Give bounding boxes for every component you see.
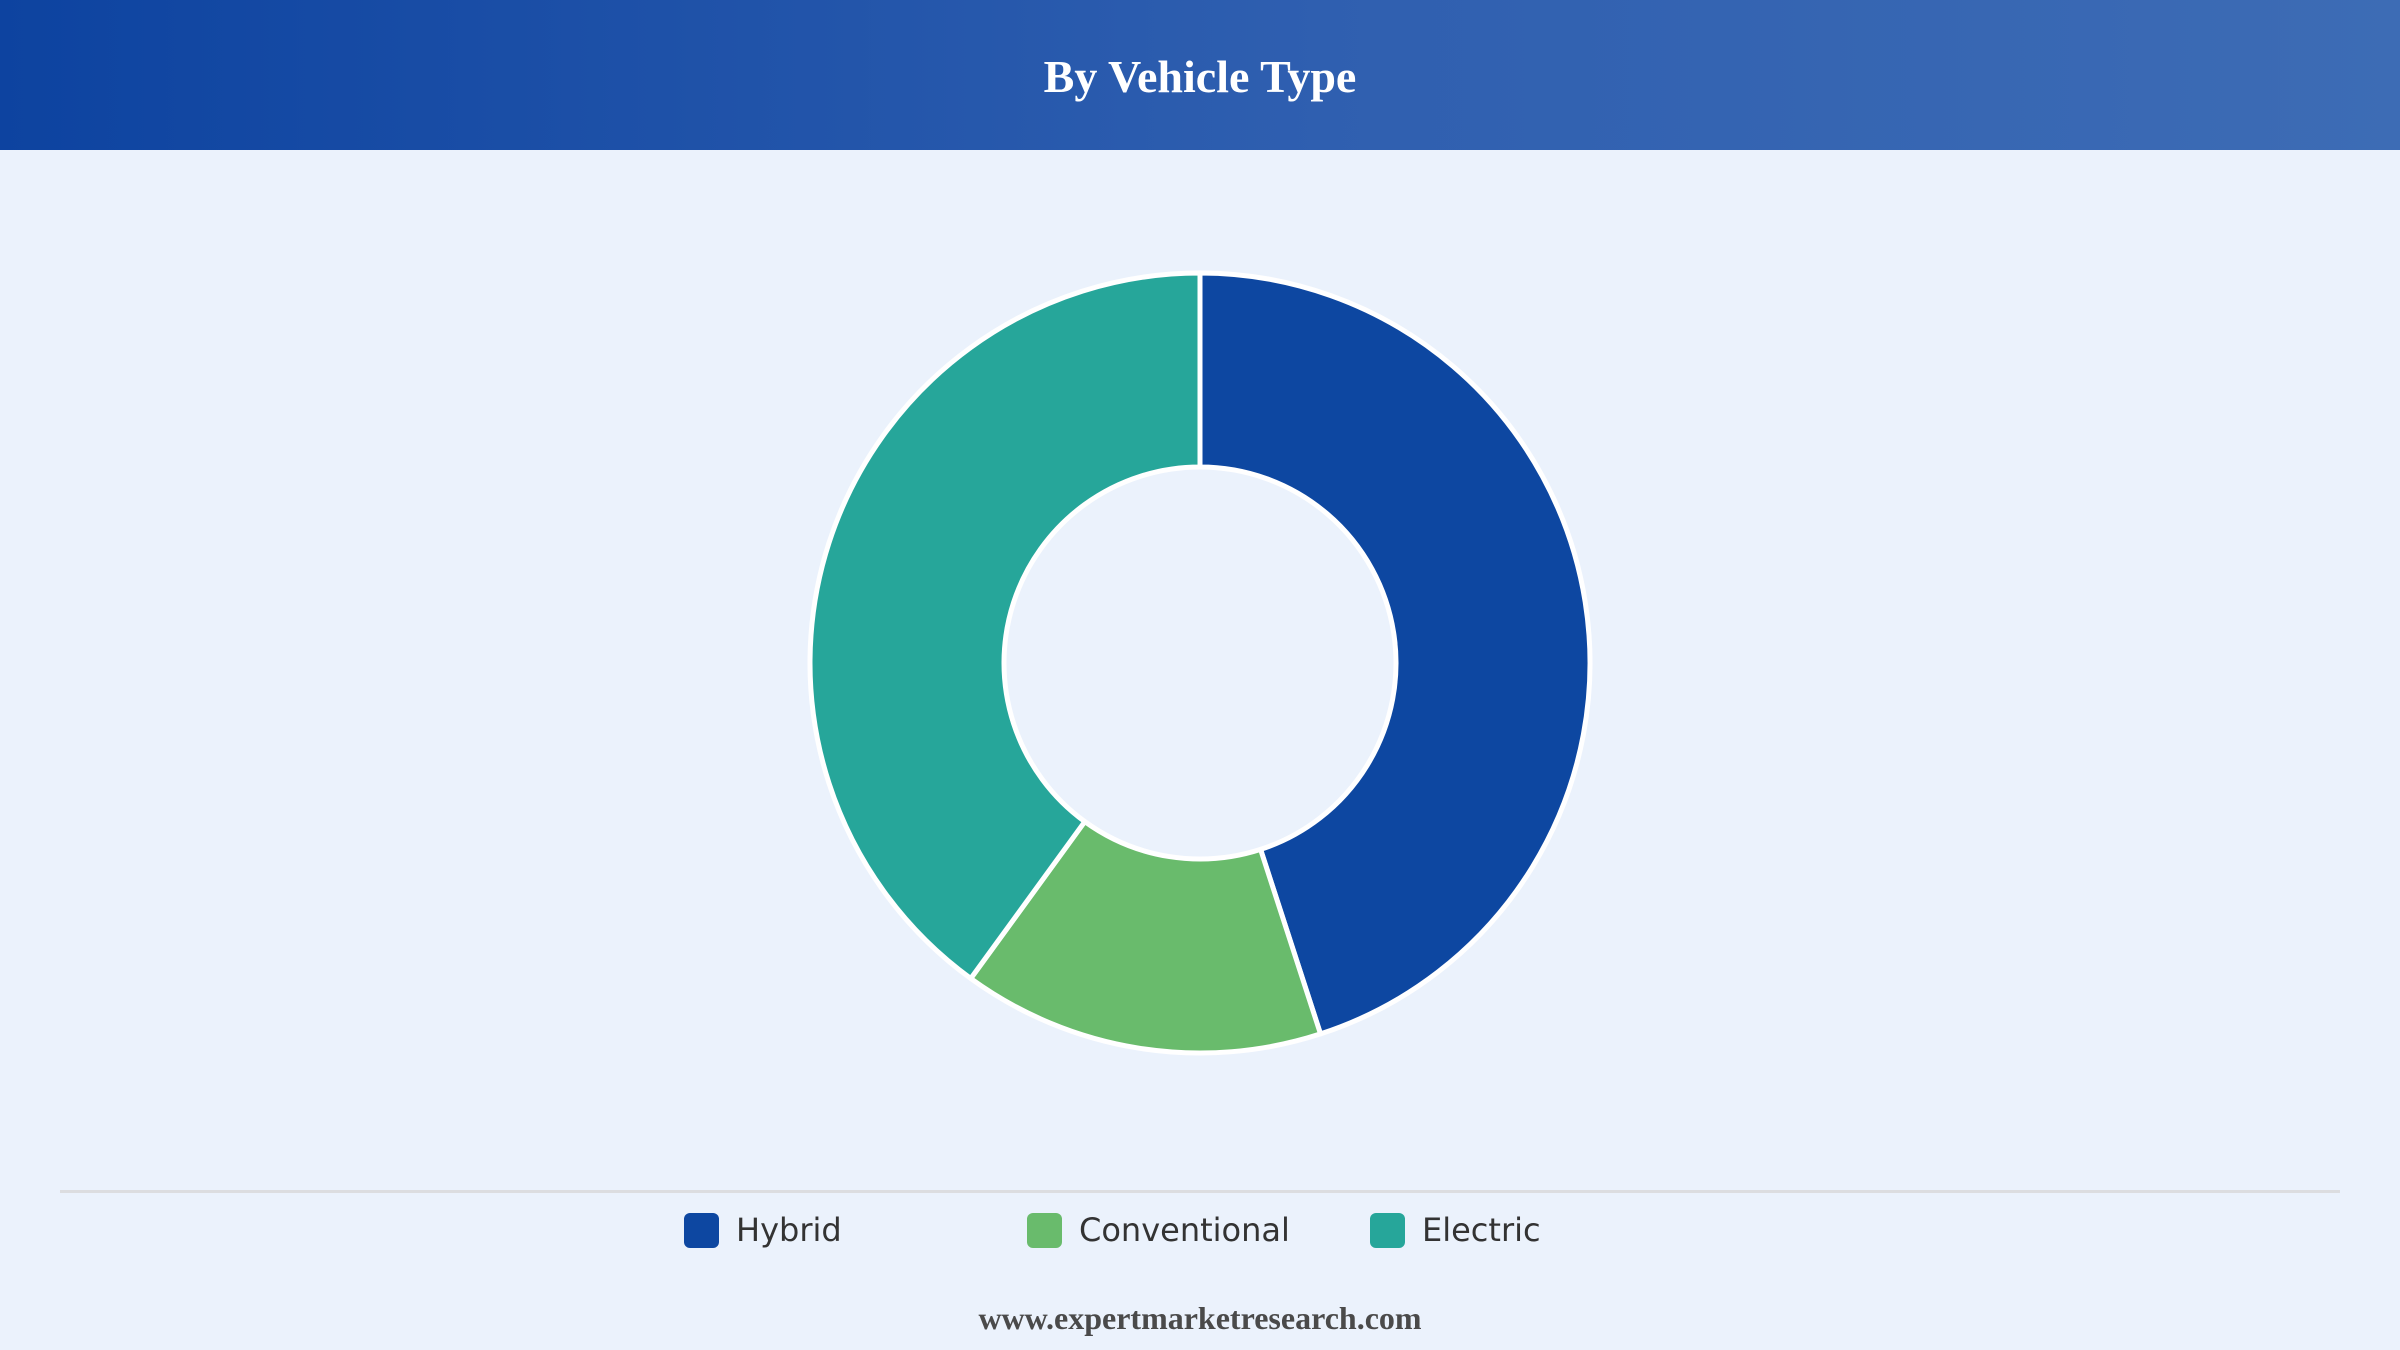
legend-item-hybrid[interactable]: Hybrid bbox=[684, 1208, 842, 1252]
legend-swatch-conventional bbox=[1027, 1212, 1062, 1248]
donut-slice-hybrid[interactable] bbox=[1197, 270, 1593, 1037]
chart-area bbox=[0, 150, 2400, 1190]
donut-slice-electric[interactable] bbox=[807, 270, 1203, 982]
legend-label-electric: Electric bbox=[1422, 1211, 1541, 1249]
chart-title: By Vehicle Type bbox=[1043, 50, 1357, 102]
legend-item-conventional[interactable]: Conventional bbox=[1027, 1208, 1290, 1252]
legend-item-electric[interactable]: Electric bbox=[1370, 1208, 1541, 1252]
legend-label-conventional: Conventional bbox=[1079, 1211, 1290, 1249]
legend-swatch-electric bbox=[1370, 1212, 1405, 1248]
legend-label-hybrid: Hybrid bbox=[736, 1211, 842, 1249]
footer-website: www.expertmarketresearch.com bbox=[978, 1300, 1422, 1336]
header-banner: By Vehicle Type bbox=[0, 0, 2400, 150]
legend-swatch-hybrid bbox=[684, 1212, 719, 1248]
legend-divider bbox=[60, 1190, 2340, 1193]
donut-slice-conventional[interactable] bbox=[968, 819, 1324, 1056]
donut-chart bbox=[807, 270, 1593, 1056]
